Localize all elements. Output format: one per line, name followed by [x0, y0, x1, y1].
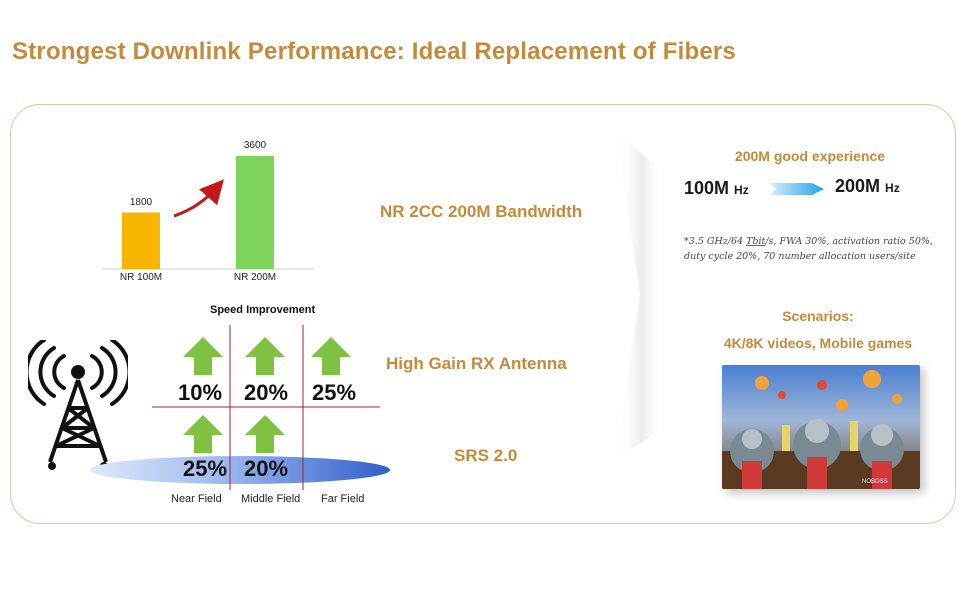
- up-arrow-icon: [183, 415, 223, 453]
- bar-chart: [102, 156, 314, 270]
- bandwidth-arrow-icon: [770, 183, 824, 195]
- from-bandwidth: 100M Hz: [684, 178, 749, 198]
- feature-srs: SRS 2.0: [454, 446, 518, 465]
- up-arrow-icon: [183, 337, 223, 375]
- up-arrow-icon: [245, 415, 285, 453]
- scenarios-title: Scenarios:: [782, 308, 854, 324]
- pct-near-lower: 25%: [183, 456, 228, 481]
- up-arrow-icon: [245, 337, 285, 375]
- speed-grid: [90, 325, 390, 490]
- pct-middle-upper: 20%: [244, 380, 289, 405]
- bar-label-nr100m: NR 100M: [119, 272, 163, 283]
- bar-value-nr100m: 1800: [129, 196, 153, 208]
- panel-divider: [615, 130, 660, 460]
- feature-antenna: High Gain RX Antenna: [386, 354, 567, 373]
- growth-arrow-icon: [173, 179, 224, 218]
- page-title: Strongest Downlink Performance: Ideal Re…: [12, 38, 736, 65]
- pct-near-upper: 10%: [178, 380, 223, 405]
- field-middle: Middle Field: [241, 493, 301, 505]
- cell-tower-icon: [28, 340, 128, 470]
- scenarios-text: 4K/8K videos, Mobile games: [723, 335, 913, 351]
- pct-middle-lower: 20%: [244, 456, 289, 481]
- speed-improvement-title: Speed Improvement: [210, 304, 316, 316]
- bar-label-nr200m: NR 200M: [233, 272, 277, 283]
- coverage-ellipse: [90, 456, 390, 484]
- game-watermark: NOBOSS: [862, 479, 888, 485]
- to-bandwidth: 200M Hz: [835, 176, 900, 196]
- up-arrow-icon: [311, 337, 351, 375]
- footnote: *3.5 GHz/64 Tbit/s, FWA 30%, activation …: [684, 236, 933, 262]
- bar-value-nr200m: 3600: [243, 140, 267, 151]
- mobile-game-image: NOBOSS: [722, 365, 920, 489]
- bar-nr200m: [236, 156, 274, 269]
- field-near: Near Field: [171, 493, 222, 505]
- feature-bandwidth: NR 2CC 200M Bandwidth: [380, 202, 583, 221]
- experience-title: 200M good experience: [734, 148, 886, 164]
- field-far: Far Field: [321, 493, 365, 505]
- pct-far-upper: 25%: [312, 380, 357, 405]
- bar-nr100m: [122, 212, 160, 269]
